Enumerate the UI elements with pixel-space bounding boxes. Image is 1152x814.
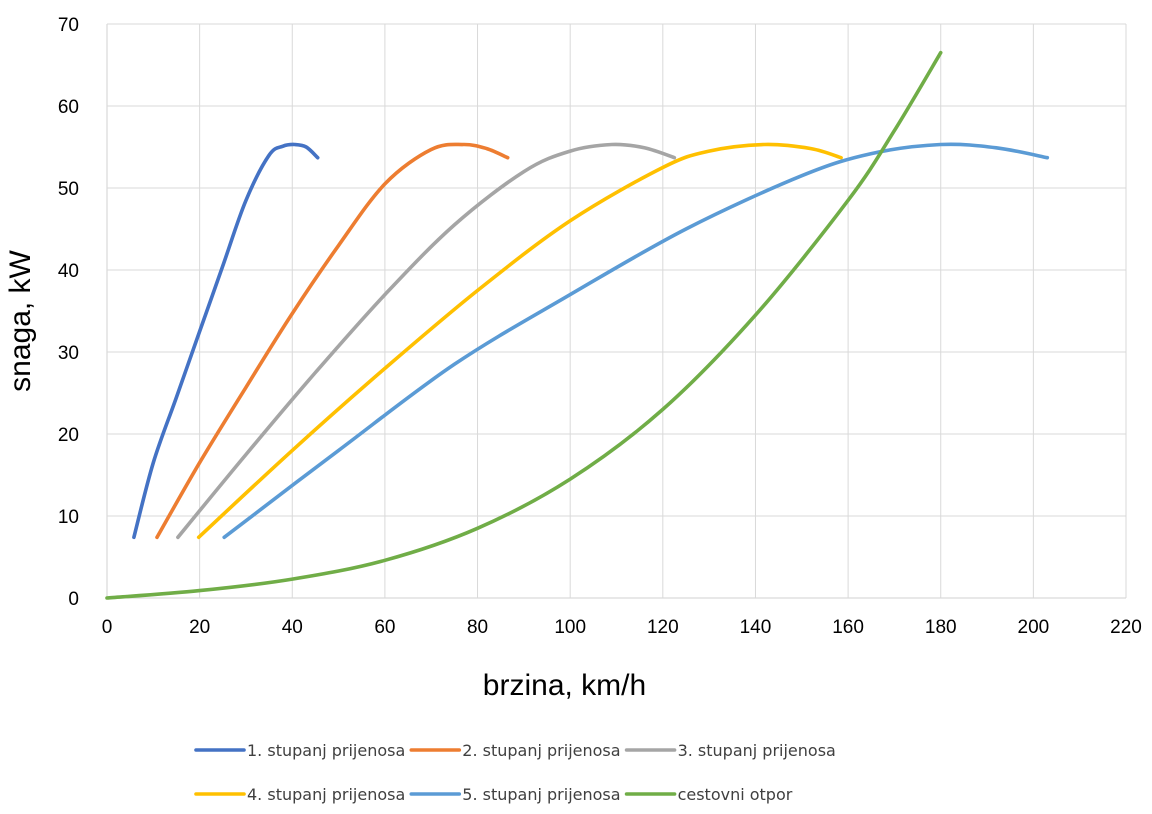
legend-label: 3. stupanj prijenosa xyxy=(678,741,836,760)
y-tick-label: 40 xyxy=(58,261,79,282)
y-tick-label: 60 xyxy=(58,97,79,118)
y-tick-label: 0 xyxy=(68,589,79,610)
x-tick-label: 20 xyxy=(189,617,210,638)
x-tick-label: 160 xyxy=(832,617,864,638)
x-tick-label: 80 xyxy=(467,617,488,638)
legend-label: 2. stupanj prijenosa xyxy=(462,741,620,760)
y-tick-label: 30 xyxy=(58,343,79,364)
legend-label: cestovni otpor xyxy=(678,785,793,804)
x-axis-title: brzina, km/h xyxy=(483,669,646,702)
y-tick-label: 10 xyxy=(58,507,79,528)
x-tick-label: 100 xyxy=(554,617,586,638)
x-tick-label: 180 xyxy=(925,617,957,638)
y-tick-label: 20 xyxy=(58,425,79,446)
y-axis-ticks: 0 10 20 30 40 50 60 70 xyxy=(58,15,79,610)
x-axis-ticks: 0 20 40 60 80 100 120 140 160 180 200 220 xyxy=(102,617,1142,638)
x-tick-label: 40 xyxy=(282,617,303,638)
legend-label: 1. stupanj prijenosa xyxy=(247,741,405,760)
legend-label: 4. stupanj prijenosa xyxy=(247,785,405,804)
x-tick-label: 120 xyxy=(647,617,679,638)
legend-label: 5. stupanj prijenosa xyxy=(462,785,620,804)
x-tick-label: 60 xyxy=(374,617,395,638)
x-tick-label: 200 xyxy=(1018,617,1050,638)
y-tick-label: 70 xyxy=(58,15,79,36)
x-tick-label: 220 xyxy=(1110,617,1142,638)
y-tick-label: 50 xyxy=(58,179,79,200)
legend: 1. stupanj prijenosa 2. stupanj prijenosa… xyxy=(196,741,836,804)
x-tick-label: 0 xyxy=(102,617,113,638)
y-axis-title: snaga, kW xyxy=(4,249,37,391)
x-tick-label: 140 xyxy=(740,617,772,638)
